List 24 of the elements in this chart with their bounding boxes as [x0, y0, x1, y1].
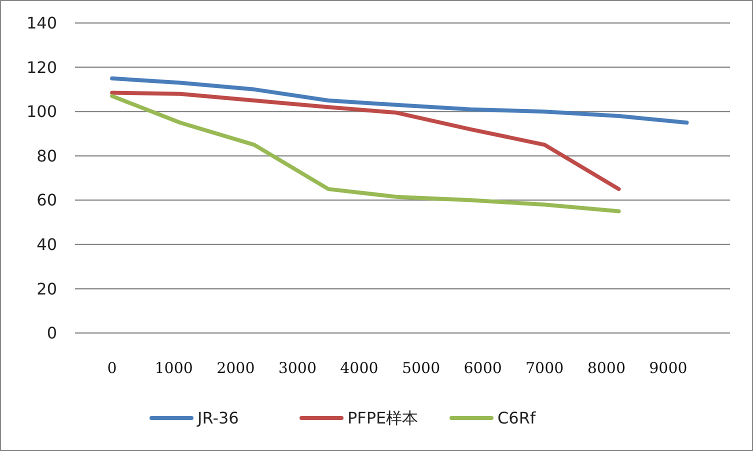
y-tick-label: 60: [36, 190, 57, 210]
line-series: [110, 94, 621, 214]
legend-label: C6Rf: [498, 408, 536, 428]
line-series: [110, 90, 621, 192]
y-tick-label: 120: [26, 58, 57, 77]
y-tick-label: 80: [36, 146, 57, 166]
x-tick-label: 8000: [587, 359, 626, 377]
x-tick-label: 5000: [402, 359, 440, 377]
x-tick-label: 9000: [649, 359, 688, 377]
y-tick-label: 100: [26, 102, 57, 122]
y-tick-label: 0: [46, 324, 57, 343]
y-tick-label: 140: [26, 14, 57, 33]
line-series: [110, 76, 689, 125]
x-tick-label: 6000: [464, 359, 502, 377]
x-tick-label: 0: [107, 359, 117, 377]
y-tick-label: 40: [36, 235, 57, 254]
x-tick-label: 2000: [216, 359, 255, 377]
legend-label: JR-36: [196, 408, 239, 428]
x-tick-label: 7000: [526, 359, 564, 377]
x-tick-label: 4000: [340, 359, 378, 377]
legend-label: PFPE样本: [348, 408, 418, 428]
x-tick-label: 1000: [154, 359, 193, 377]
x-tick-label: 3000: [278, 359, 317, 377]
y-tick-label: 20: [36, 279, 57, 298]
